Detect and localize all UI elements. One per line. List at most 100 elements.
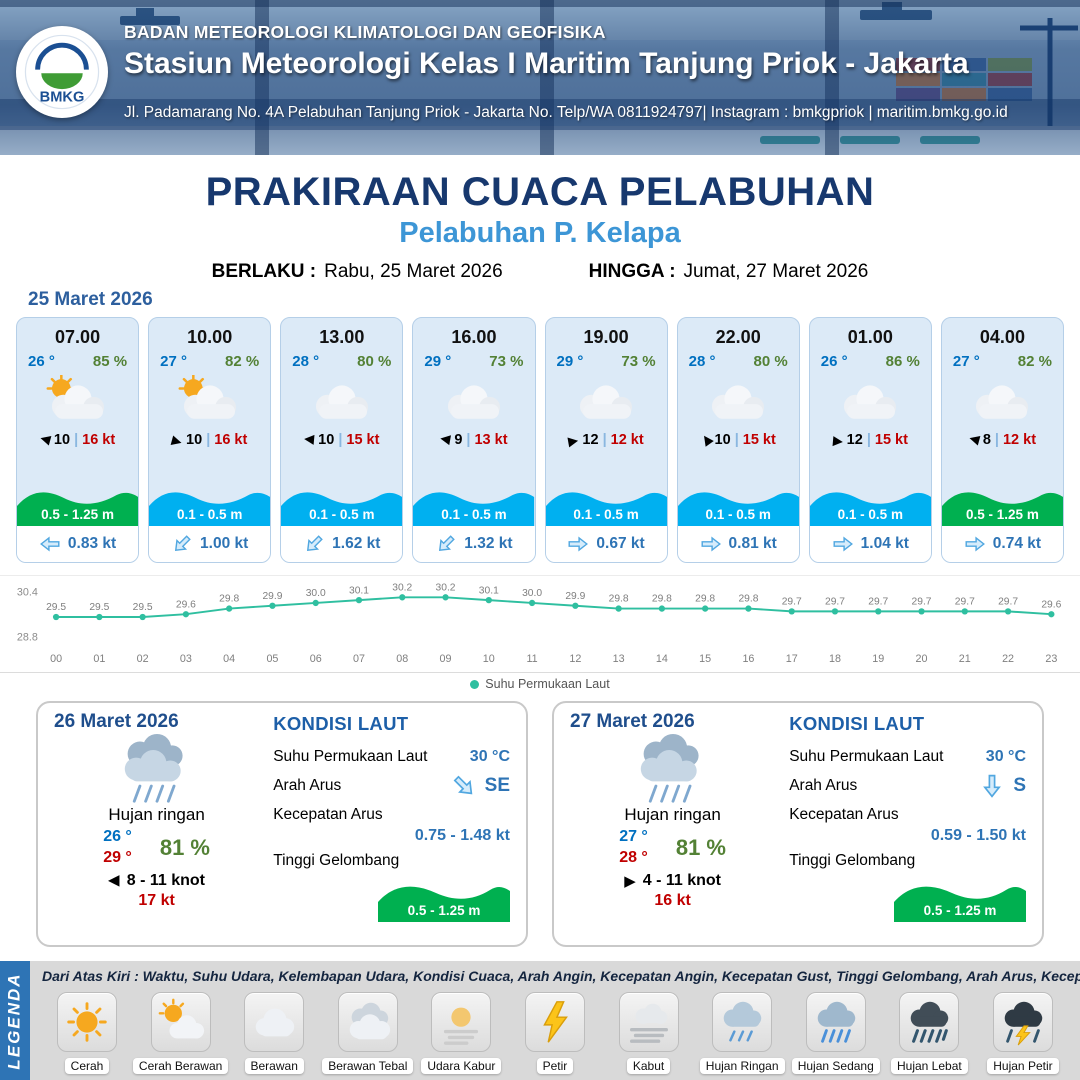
wave-height-band: 0.1 - 0.5 m <box>677 480 799 526</box>
org-name: BADAN METEOROLOGI KLIMATOLOGI DAN GEOFIS… <box>124 22 606 42</box>
humidity: 81 % <box>159 834 210 860</box>
wind-speed: 12 <box>582 432 599 448</box>
current-speed: 0.74 kt <box>992 535 1042 552</box>
current-speed: 0.67 kt <box>596 535 645 552</box>
svg-text:29.8: 29.8 <box>738 594 758 605</box>
sst-label: Suhu Permukaan Laut <box>273 748 428 765</box>
svg-text:09: 09 <box>440 653 452 665</box>
svg-text:01: 01 <box>93 653 105 665</box>
current-direction-icon <box>833 536 853 552</box>
current-row: 0.67 kt <box>545 526 667 562</box>
sea-condition-title: KONDISI LAUT <box>273 713 409 734</box>
svg-text:10: 10 <box>483 653 495 665</box>
current-speed: 0.81 kt <box>728 535 777 552</box>
humidity: 82 % <box>1017 353 1052 370</box>
legend-label: Udara Kabur <box>421 1058 502 1074</box>
svg-text:29.5: 29.5 <box>133 602 153 613</box>
svg-text:29.8: 29.8 <box>609 594 629 605</box>
legend-item: Udara Kabur <box>416 992 506 1074</box>
svg-text:29.6: 29.6 <box>1041 599 1061 610</box>
time-label: 07.00 <box>55 327 101 347</box>
legend-item: Hujan Lebat <box>884 992 974 1074</box>
legend-item: Berawan <box>229 992 319 1074</box>
weather-icon <box>413 370 534 430</box>
time-label: 04.00 <box>979 327 1025 347</box>
legend-note: Dari Atas Kiri : Waktu, Suhu Udara, Kele… <box>42 968 1080 984</box>
air-temp: 27 ° <box>160 353 187 370</box>
humidity: 73 % <box>621 353 656 370</box>
svg-text:19: 19 <box>872 653 884 665</box>
current-row: 1.62 kt <box>281 526 403 562</box>
wind-separator: | <box>866 432 871 448</box>
hingga-label: HINGGA : <box>588 261 676 282</box>
weather-condition: Hujan ringan <box>108 805 205 824</box>
validity-row: BERLAKU : Rabu, 25 Maret 2026 HINGGA : Jum… <box>0 261 1080 283</box>
current-row: 0.74 kt <box>941 526 1063 562</box>
wind-row: ▶ 10 | 16 kt <box>149 431 270 449</box>
wave-height: 0.1 - 0.5 m <box>441 507 507 522</box>
svg-text:28.8: 28.8 <box>17 632 38 644</box>
current-row: 1.04 kt <box>809 526 931 562</box>
svg-text:22: 22 <box>1002 653 1014 665</box>
header-text: BADAN METEOROLOGI KLIMATOLOGI DAN GEOFIS… <box>124 22 1072 81</box>
temp-max: 28 ° <box>619 849 648 866</box>
weather-icon <box>810 370 931 430</box>
svg-text:16: 16 <box>742 653 754 665</box>
time-label: 13.00 <box>319 327 365 347</box>
wave-height: 0.1 - 0.5 m <box>309 507 375 522</box>
sst-line-chart: 30.4 28.8 29.5 00 29.5 01 29.5 02 29.6 03 29.8 04 29… <box>0 575 1080 673</box>
hingga-value: Jumat, 27 Maret 2026 <box>683 261 869 282</box>
svg-text:11: 11 <box>526 653 537 665</box>
current-row: 0.83 kt <box>17 526 139 562</box>
wave-height-band: 0.5 - 1.25 m <box>17 480 139 526</box>
address-band <box>0 99 1080 130</box>
forecast-card: 04.00 27 ° 82 % ▶ 8 | 12 kt 0.5 - 1.25 m 0.7… <box>940 317 1064 563</box>
svg-text:29.7: 29.7 <box>825 597 845 608</box>
legend-label: Cerah Berawan <box>132 1058 229 1074</box>
legend-label: Hujan Lebat <box>890 1058 968 1074</box>
air-temp: 29 ° <box>556 353 584 370</box>
wind-direction-icon: ▶ <box>170 431 184 449</box>
legend-vertical-bar: LEGENDA <box>0 961 30 1080</box>
cerah-berawan-icon <box>150 992 211 1052</box>
weather-icon <box>942 370 1063 430</box>
wind-direction-icon: ▶ <box>696 431 715 449</box>
humidity: 86 % <box>885 353 920 370</box>
current-speed: 1.32 kt <box>464 535 513 552</box>
wind-row: ▶ 9 | 13 kt <box>413 432 534 449</box>
bmkg-logo-icon: BMKG <box>24 34 100 110</box>
svg-text:29.8: 29.8 <box>695 594 715 605</box>
wind-direction-icon: ▶ <box>38 431 52 449</box>
gust-speed: 13 kt <box>474 432 508 448</box>
current-speed: 1.62 kt <box>332 535 381 552</box>
gust-speed: 17 kt <box>138 892 175 909</box>
hujan-lebat-icon <box>899 992 960 1052</box>
svg-text:30.4: 30.4 <box>17 587 38 599</box>
wind-separator: | <box>602 432 607 448</box>
air-temp: 29 ° <box>424 353 452 370</box>
current-direction-icon <box>983 774 1002 798</box>
rain-weather-icon <box>570 733 775 805</box>
air-temp: 28 ° <box>688 353 716 370</box>
header-overlay <box>0 0 1080 155</box>
kabut-icon <box>618 992 679 1052</box>
svg-text:29.7: 29.7 <box>868 597 888 608</box>
gust-speed: 15 kt <box>742 432 776 448</box>
gust-speed: 16 kt <box>82 432 116 448</box>
current-direction-icon <box>701 536 721 552</box>
svg-text:13: 13 <box>613 653 625 665</box>
wave-height-band: 0.1 - 0.5 m <box>149 480 271 526</box>
svg-text:02: 02 <box>137 653 149 665</box>
petir-icon <box>524 992 585 1052</box>
wind-separator: | <box>74 432 79 448</box>
humidity: 82 % <box>225 353 260 370</box>
legend-item: Hujan Petir <box>978 992 1068 1074</box>
legend-item: Petir <box>510 992 600 1074</box>
humidity: 80 % <box>357 353 392 370</box>
svg-text:23: 23 <box>1045 653 1057 665</box>
wave-height-label: Tinggi Gelombang <box>273 852 400 869</box>
current-row: 1.32 kt <box>413 526 535 562</box>
humidity: 80 % <box>753 353 788 370</box>
wind-separator: | <box>466 432 471 448</box>
daily-summary-row: 26 Maret 2026 Hujan ringan 26 ° 29 ° 81 … <box>0 695 1080 947</box>
